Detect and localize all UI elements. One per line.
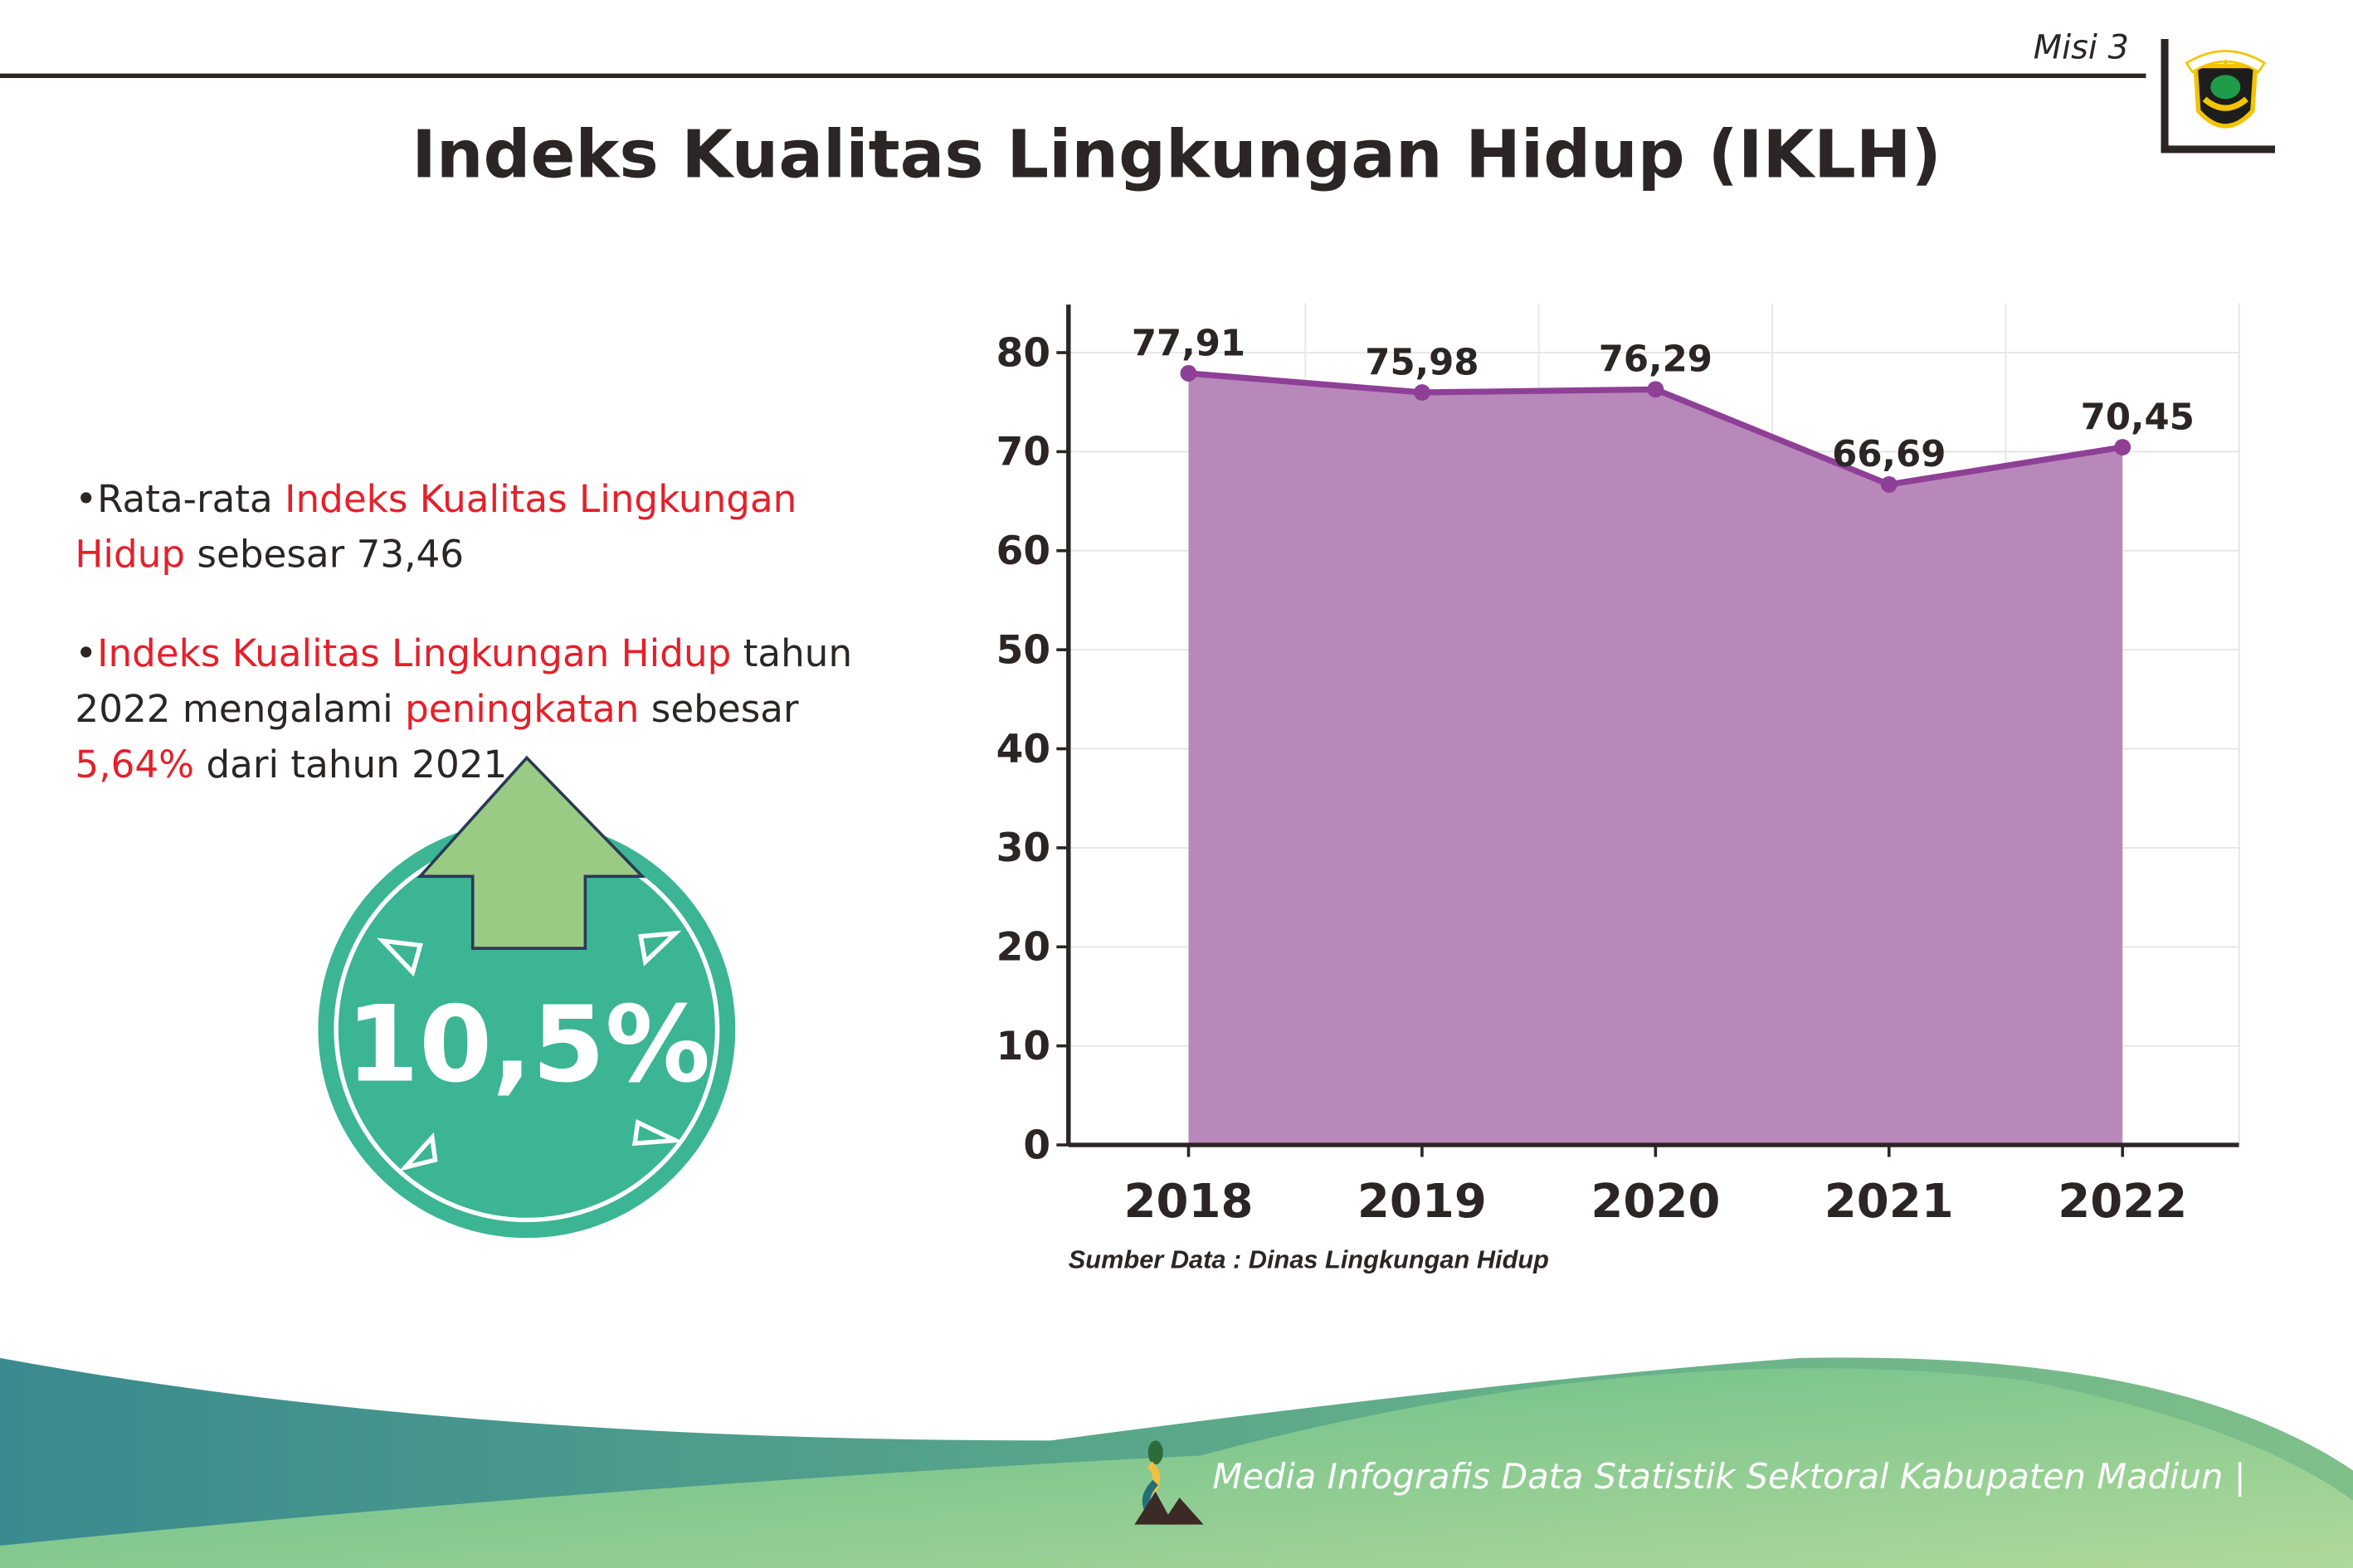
y-tick-label: 10 bbox=[996, 1024, 1050, 1069]
page-title: Indeks Kualitas Lingkungan Hidup (IKLH) bbox=[412, 117, 1941, 194]
bullet-highlight: 5,64% bbox=[75, 743, 195, 786]
bullet-average: •Rata-rata Indeks Kualitas Lingkungan Hi… bbox=[75, 471, 915, 582]
data-point bbox=[1413, 384, 1430, 401]
data-point bbox=[1180, 365, 1197, 382]
kabupaten-madiun-logo bbox=[2185, 50, 2267, 129]
bullet-text: tahun 2022 mengalami bbox=[75, 631, 853, 731]
bullet-increase: •Indeks Kualitas Lingkungan Hidup tahun … bbox=[75, 626, 915, 792]
data-label: 70,45 bbox=[2081, 397, 2195, 438]
data-point bbox=[2114, 439, 2131, 455]
y-tick-label: 70 bbox=[996, 430, 1050, 475]
data-point bbox=[1880, 475, 1898, 493]
logo-frame-bottom bbox=[2161, 145, 2275, 153]
bullet-text: sebesar bbox=[639, 687, 799, 731]
media-infografis-logo bbox=[1134, 1440, 1204, 1525]
x-tick-label: 2022 bbox=[2058, 1175, 2187, 1229]
data-label: 76,29 bbox=[1599, 339, 1712, 381]
bullet-highlight: Indeks Kualitas Lingkungan Hidup bbox=[75, 477, 797, 577]
x-tick-label: 2019 bbox=[1357, 1175, 1487, 1229]
growth-value: 10,5% bbox=[346, 982, 711, 1107]
data-source: Sumber Data : Dinas Lingkungan Hidup bbox=[1068, 1245, 1549, 1274]
bullet-text: •Rata-rata bbox=[75, 477, 285, 521]
iklh-chart: 0 10 20 30 40 50 60 70 80 77,91 2018 75,98 2019 76,29… bbox=[996, 303, 2240, 1229]
footer-wave bbox=[0, 1357, 2353, 1568]
area-fill bbox=[1188, 373, 2123, 1146]
y-tick-label: 30 bbox=[996, 825, 1050, 871]
growth-badge bbox=[318, 755, 736, 1239]
header-rule bbox=[0, 73, 2146, 79]
data-label: 66,69 bbox=[1832, 434, 1946, 475]
y-tick-label: 50 bbox=[996, 627, 1050, 673]
bullet-highlight: peningkatan bbox=[405, 687, 640, 731]
x-tick-label: 2020 bbox=[1591, 1175, 1720, 1229]
data-label: 77,91 bbox=[1132, 323, 1245, 364]
bullet-text: sebesar 73,46 bbox=[185, 533, 465, 577]
bullet-highlight: Indeks Kualitas Lingkungan Hidup bbox=[97, 631, 732, 675]
y-tick-label: 0 bbox=[1023, 1122, 1050, 1168]
data-point bbox=[1647, 381, 1664, 398]
logo-frame bbox=[2161, 39, 2169, 152]
arrow-up-icon bbox=[417, 755, 646, 950]
x-tick-label: 2021 bbox=[1824, 1175, 1954, 1229]
x-tick-label: 2018 bbox=[1123, 1175, 1253, 1229]
y-tick-label: 20 bbox=[996, 925, 1050, 971]
bullet-text: dari tahun 2021 bbox=[194, 743, 508, 786]
footer-caption: Media Infografis Data Statistik Sektoral… bbox=[1212, 1458, 2246, 1498]
y-tick-label: 60 bbox=[996, 528, 1050, 574]
y-tick-label: 40 bbox=[996, 727, 1050, 772]
y-tick-label: 80 bbox=[996, 330, 1050, 376]
bullet-text: • bbox=[75, 631, 98, 675]
data-label: 75,98 bbox=[1365, 342, 1479, 383]
mission-label: Misi 3 bbox=[2033, 30, 2129, 68]
sparkle-icons bbox=[377, 930, 684, 1171]
